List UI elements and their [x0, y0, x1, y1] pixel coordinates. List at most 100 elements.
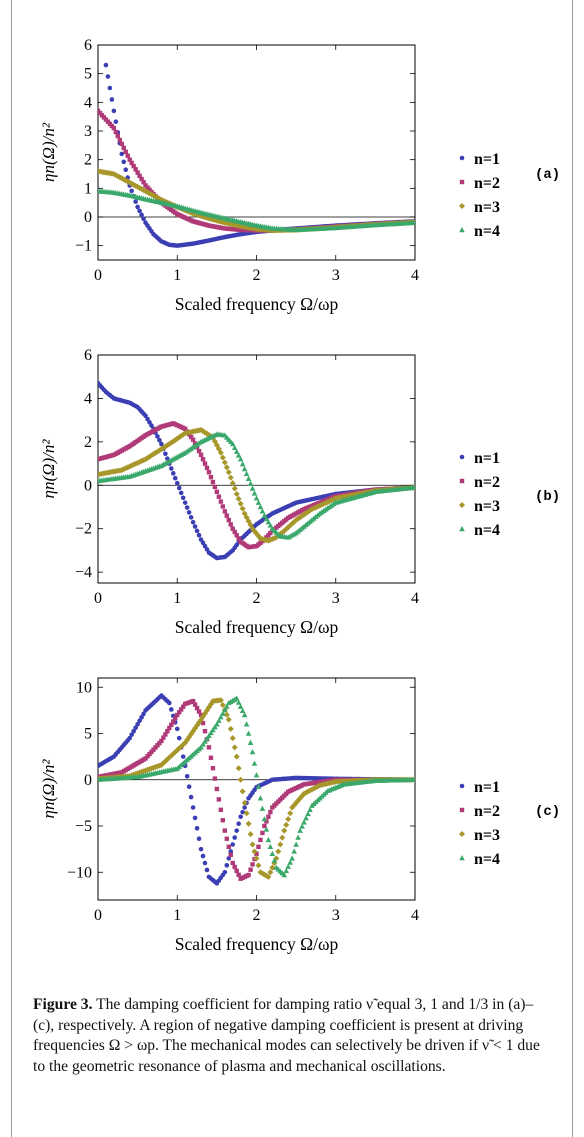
legend-entry: n=4 [474, 522, 500, 539]
y-axis-label: ηn(Ω)/n² [39, 122, 58, 182]
data-point [251, 528, 258, 535]
data-point [171, 719, 176, 724]
legend-marker [459, 783, 465, 789]
data-point [159, 738, 164, 744]
data-point [210, 765, 216, 771]
data-point [179, 707, 184, 712]
data-point [243, 470, 250, 477]
legend: n=1 n=2 n=3 n=4 [459, 450, 500, 539]
data-point [202, 860, 208, 866]
data-point [228, 849, 234, 854]
x-tick-label: 2 [253, 267, 261, 284]
data-point [169, 466, 174, 471]
figure-panel-a: 0 1 2 3 4 6 5 4 3 2 1 0 −1 Scaled frequency Ω/ωp ηn(Ω)… [0, 0, 584, 330]
data-point [137, 173, 142, 178]
y-tick-label: 0 [84, 772, 92, 789]
data-point [180, 495, 186, 501]
data-point [165, 728, 170, 734]
data-point [163, 732, 168, 737]
data-point [234, 868, 239, 874]
legend-marker [459, 807, 465, 813]
data-point [289, 520, 296, 527]
data-point [131, 163, 136, 169]
data-point [198, 452, 204, 458]
caption-label: Figure 3. [33, 996, 93, 1013]
data-point [188, 434, 194, 440]
data-point [238, 814, 243, 820]
x-tick-label: 1 [173, 267, 181, 284]
data-point [139, 212, 144, 218]
data-point [249, 841, 256, 848]
data-point [281, 872, 288, 878]
data-point [249, 525, 256, 532]
x-tick-label: 4 [411, 907, 419, 924]
data-point [188, 515, 194, 520]
data-point [167, 700, 172, 706]
figure-panel-c: 0 1 2 3 4 10 5 0 −5 −10 Scaled frequency Ω/ωp ηn(Ω)… [0, 670, 584, 980]
y-axis-label: ηn(Ω)/n² [39, 439, 58, 499]
data-point [159, 441, 164, 447]
data-point [261, 816, 268, 822]
data-point [204, 465, 210, 471]
data-point [226, 856, 232, 861]
data-point [216, 717, 222, 723]
data-point [223, 711, 230, 718]
y-tick-label: 5 [84, 726, 92, 743]
data-point [133, 199, 138, 204]
data-point [172, 475, 178, 481]
data-point [312, 784, 319, 791]
y-tick-label: 2 [84, 434, 92, 451]
data-point [129, 732, 134, 737]
data-point [264, 819, 269, 824]
data-point [247, 480, 254, 486]
data-point [113, 129, 119, 135]
data-point [190, 805, 196, 810]
data-point [196, 448, 202, 454]
data-point [256, 844, 261, 850]
data-point [164, 442, 171, 449]
data-point [235, 452, 242, 458]
x-axis-label: Scaled frequency Ω/ωp [175, 617, 339, 637]
data-point [103, 62, 109, 68]
data-point [222, 828, 227, 833]
panel-label: (c) [535, 804, 560, 820]
legend-marker [459, 478, 465, 484]
data-point [200, 720, 206, 726]
figure-panel-b: 0 1 2 3 4 6 4 2 0 −2 −4 Scaled frequency Ω/ωp ηn(Ω)/… [0, 345, 584, 665]
data-point [219, 702, 226, 709]
data-point [180, 431, 187, 438]
data-point [233, 448, 240, 454]
data-point [231, 444, 238, 451]
data-point [263, 515, 270, 522]
data-point [259, 805, 266, 811]
y-tick-label: 2 [84, 152, 92, 169]
data-point [227, 474, 234, 481]
data-point [129, 160, 134, 166]
data-point [105, 74, 111, 79]
data-point [174, 726, 180, 732]
data-point [111, 125, 117, 131]
legend-entry: n=3 [474, 199, 500, 216]
legend-entry: n=1 [474, 779, 500, 796]
legend-entry: n=2 [474, 474, 500, 491]
y-tick-label: 5 [84, 66, 92, 83]
data-point [269, 850, 276, 856]
data-point [301, 819, 307, 825]
data-point [235, 699, 242, 705]
data-point [230, 860, 235, 866]
data-point [283, 526, 290, 533]
y-tick-label: −5 [75, 818, 92, 835]
data-point [237, 703, 244, 709]
data-point [258, 837, 263, 843]
data-point [182, 500, 188, 505]
data-point [222, 707, 228, 713]
data-point [247, 831, 254, 838]
data-point [232, 835, 238, 840]
x-axis-label: Scaled frequency Ω/ωp [175, 934, 339, 954]
data-point [228, 522, 233, 527]
series-n=4 [98, 695, 415, 878]
data-point [253, 495, 260, 501]
data-point [214, 721, 220, 727]
data-point [198, 712, 204, 718]
